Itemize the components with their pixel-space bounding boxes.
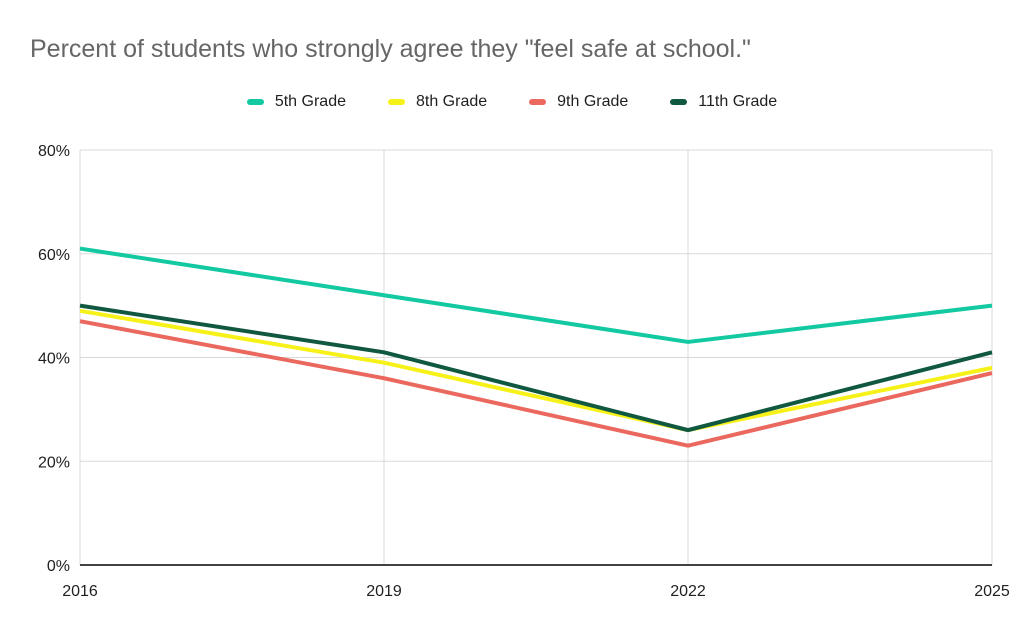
legend-swatch-icon <box>387 99 405 105</box>
legend-swatch-icon <box>529 99 547 105</box>
series-line-11th-grade <box>79 303 993 433</box>
x-tick-label: 2019 <box>366 583 402 600</box>
legend-item-11th-grade: 11th Grade <box>670 93 777 111</box>
legend-item-5th-grade: 5th Grade <box>246 93 346 111</box>
legend-label: 5th Grade <box>274 93 346 110</box>
x-tick-label: 2025 <box>974 583 1010 600</box>
chart-title: Percent of students who strongly agree t… <box>30 35 751 63</box>
y-tick-label: 40% <box>38 351 70 368</box>
legend-swatch-icon <box>670 99 688 105</box>
y-tick-label: 60% <box>38 247 70 264</box>
series-line-5th-grade <box>79 246 993 344</box>
legend-item-8th-grade: 8th Grade <box>387 93 488 111</box>
series-line-9th-grade <box>79 319 993 448</box>
y-tick-label: 80% <box>38 143 70 160</box>
y-tick-label: 0% <box>47 558 70 575</box>
legend-label: 11th Grade <box>698 93 778 110</box>
legend-item-9th-grade: 9th Grade <box>529 93 628 111</box>
series-line-8th-grade <box>79 308 993 433</box>
x-tick-label: 2016 <box>62 583 98 600</box>
y-tick-label: 20% <box>38 454 70 471</box>
legend-swatch-icon <box>246 99 264 105</box>
legend-label: 9th Grade <box>557 93 629 110</box>
legend-label: 8th Grade <box>415 93 488 110</box>
chart-legend: 5th Grade 8th Grade 9th Grade 11th Grade <box>0 93 1024 111</box>
x-tick-label: 2022 <box>670 583 706 600</box>
